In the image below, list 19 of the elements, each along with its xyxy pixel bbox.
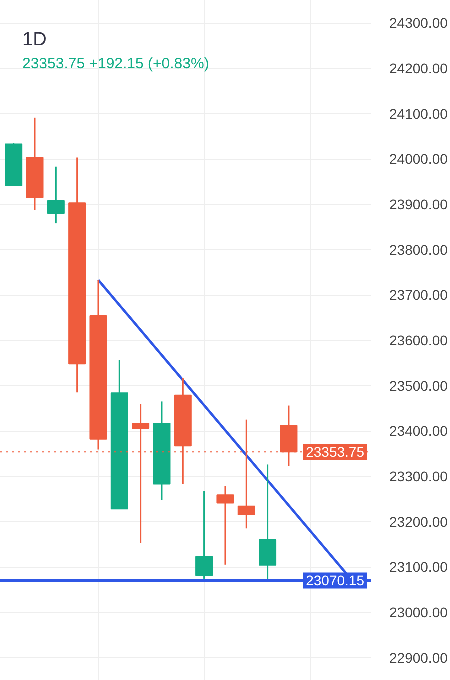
y-tick-label: 23900.00	[390, 196, 448, 212]
y-tick-label: 24000.00	[390, 151, 448, 168]
y-tick-label: 23500.00	[390, 378, 448, 394]
y-tick-label: 23400.00	[390, 423, 448, 440]
y-tick-label: 22900.00	[390, 650, 448, 666]
y-tick-label: 24200.00	[390, 60, 448, 76]
text: 1D	[22, 30, 47, 50]
y-tick-label: 23200.00	[390, 514, 448, 530]
y-tick-label: 23700.00	[390, 287, 448, 304]
y-tick-label: 24300.00	[390, 15, 448, 32]
ref-line-label: 23070.15	[306, 572, 365, 589]
y-tick-label: 23800.00	[390, 242, 448, 258]
y-tick-label: 23300.00	[390, 468, 448, 484]
ref-line-label: 23353.75	[306, 444, 365, 460]
y-tick-label: 23600.00	[390, 332, 448, 348]
y-tick-label: 24100.00	[390, 106, 448, 122]
text: 23353.75 +192.15 (+0.83%)	[22, 56, 210, 72]
y-tick-label: 23100.00	[390, 559, 448, 576]
y-tick-label: 23000.00	[390, 604, 448, 620]
